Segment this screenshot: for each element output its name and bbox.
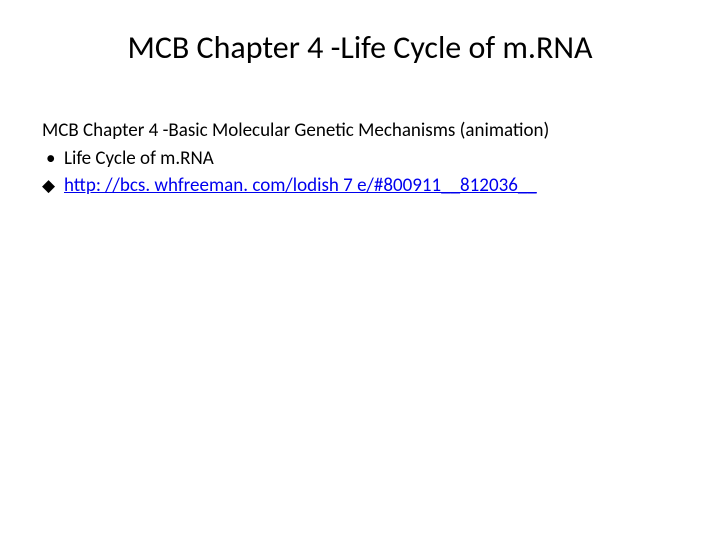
bullet-item-1: • Life Cycle of m.RNA: [42, 146, 678, 172]
diamond-bullet-icon: ◆: [42, 173, 64, 199]
bullet-item-2: ◆ http: //bcs. whfreeman. com/lodish 7 e…: [42, 173, 678, 199]
slide: MCB Chapter 4 -Life Cycle of m.RNA MCB C…: [0, 0, 720, 540]
slide-body: MCB Chapter 4 -Basic Molecular Genetic M…: [42, 118, 678, 201]
body-line-1: MCB Chapter 4 -Basic Molecular Genetic M…: [42, 118, 678, 144]
external-link[interactable]: http: //bcs. whfreeman. com/lodish 7 e/#…: [64, 173, 537, 199]
slide-title: MCB Chapter 4 -Life Cycle of m.RNA: [0, 28, 720, 67]
bullet-dot-icon: •: [42, 146, 64, 172]
bullet-item-1-text: Life Cycle of m.RNA: [64, 146, 214, 172]
